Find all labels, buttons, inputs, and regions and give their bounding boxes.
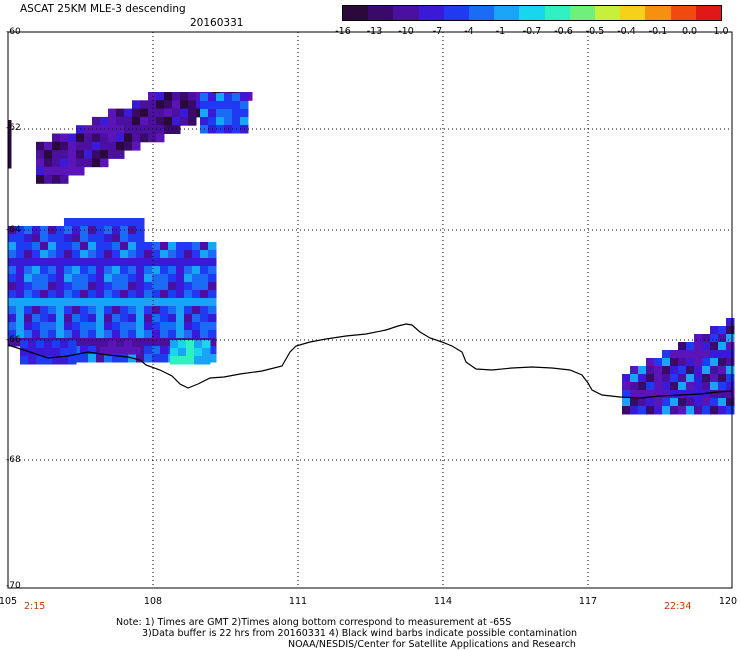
colorbar-swatch: [670, 6, 696, 20]
colorbar-swatch: [569, 6, 596, 20]
colorbar-swatch: [620, 6, 646, 20]
colorbar-swatch: [343, 6, 369, 20]
lat-lon-grid: [8, 32, 732, 588]
start-time-label: 2:15: [24, 601, 46, 612]
lat-label: -60: [6, 27, 21, 37]
coastline: [7, 323, 733, 399]
colorbar-swatch: [494, 6, 520, 20]
map-frame: [7, 31, 733, 589]
lat-label: -64: [6, 225, 21, 235]
product-date: 20160331: [190, 17, 244, 29]
colorbar-swatch: [368, 6, 394, 20]
lat-label: -66: [6, 335, 21, 345]
colorbar-swatch: [595, 6, 621, 20]
colorbar-swatch: [469, 6, 495, 20]
colorbar-swatch: [418, 6, 444, 20]
colorbar-swatch: [519, 6, 545, 20]
note-line-1: Note: 1) Times are GMT 2)Times along bot…: [116, 617, 512, 628]
lon-label: 105: [0, 596, 18, 607]
lat-label: -62: [6, 123, 21, 133]
lon-label: 108: [143, 596, 163, 607]
colorbar-swatch: [645, 6, 671, 20]
colorbar-swatch: [695, 6, 722, 20]
lon-label: 117: [578, 596, 598, 607]
note-line-3: NOAA/NESDIS/Center for Satellite Applica…: [288, 639, 576, 650]
lon-label: 111: [288, 596, 308, 607]
note-line-2: 3)Data buffer is 22 hrs from 20160331 4)…: [142, 628, 578, 639]
colorbar-swatch: [544, 6, 570, 20]
product-title: ASCAT 25KM MLE-3 descending: [20, 3, 186, 15]
lon-label: 120: [718, 596, 738, 607]
end-time-label: 22:34: [664, 601, 692, 612]
colorbar-swatch: [443, 6, 470, 20]
lat-label: -70: [6, 581, 21, 591]
wind-swaths: [8, 92, 735, 415]
lat-label: -68: [6, 455, 21, 465]
colorbar-swatch: [393, 6, 419, 20]
lon-label: 114: [433, 596, 453, 607]
colorbar: [342, 5, 722, 21]
